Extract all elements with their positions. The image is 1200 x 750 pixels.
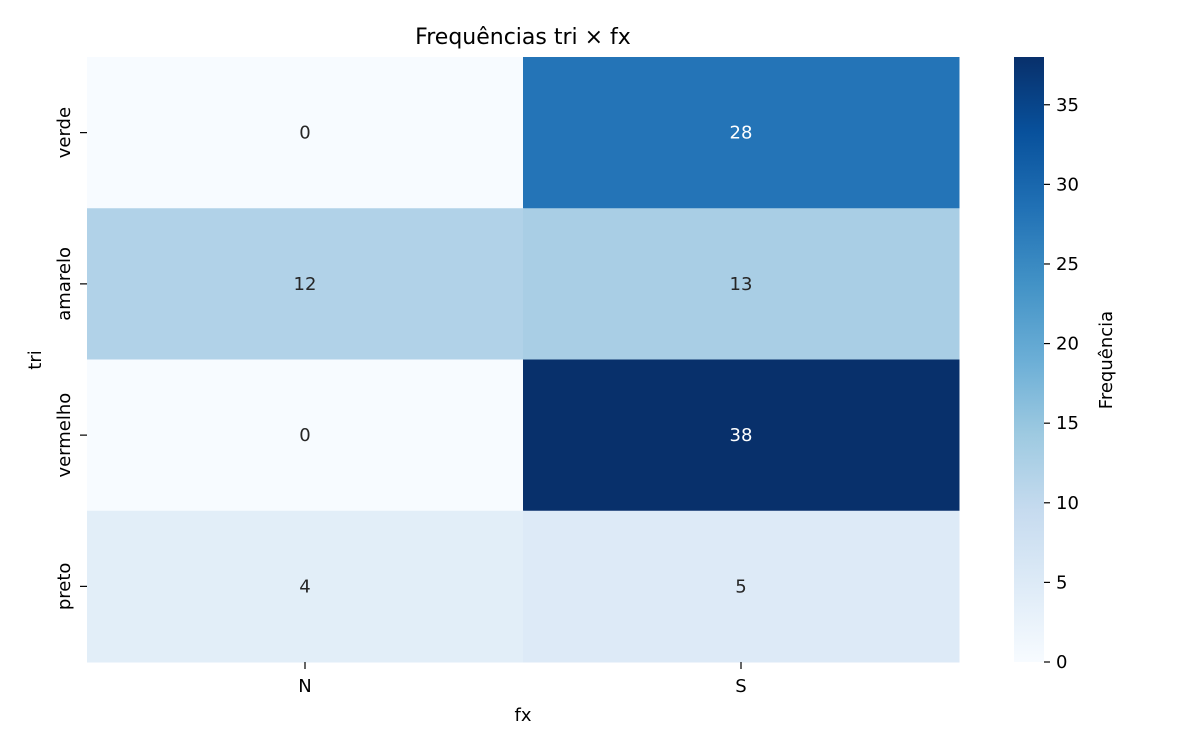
- colorbar-tick-label: 15: [1056, 413, 1079, 434]
- y-tick-label: amarelo: [54, 247, 75, 321]
- colorbar-tick-label: 10: [1056, 493, 1079, 514]
- colorbar-label: Frequência: [1096, 311, 1117, 409]
- cell-value-label: 38: [730, 425, 753, 446]
- y-tick-label: vermelho: [54, 393, 75, 478]
- cell-value-label: 13: [730, 274, 753, 295]
- cell-value-label: 5: [735, 576, 746, 597]
- cell-value-label: 0: [299, 425, 310, 446]
- x-tick-label: S: [735, 676, 746, 697]
- cell-value-label: 12: [294, 274, 317, 295]
- cell-value-label: 4: [299, 576, 310, 597]
- colorbar: 0 5 10 15 20 25 30 35: [1014, 57, 1079, 673]
- colorbar-tick-label: 30: [1056, 174, 1079, 195]
- y-axis-label: tri: [25, 350, 46, 369]
- colorbar-gradient: [1014, 57, 1044, 662]
- colorbar-tick-label: 5: [1056, 572, 1067, 593]
- y-axis: verde amarelo vermelho preto: [54, 107, 87, 610]
- colorbar-tick-label: 20: [1056, 334, 1079, 355]
- heatmap-cell: [87, 208, 524, 360]
- heatmap-cell: [87, 510, 524, 663]
- colorbar-tick-label: 0: [1056, 652, 1067, 673]
- heatmap-cell: [523, 359, 960, 512]
- heatmap-cell: [87, 57, 524, 209]
- cell-value-label: 0: [299, 123, 310, 144]
- cell-value-label: 28: [730, 123, 753, 144]
- colorbar-tick-label: 25: [1056, 254, 1079, 275]
- y-tick-label: preto: [54, 563, 75, 611]
- heatmap-cell: [87, 359, 524, 512]
- heatmap-cell: [523, 208, 960, 360]
- chart-title: Frequências tri × fx: [415, 25, 631, 50]
- x-tick-label: N: [298, 676, 311, 697]
- colorbar-tick-label: 35: [1056, 95, 1079, 116]
- heatmap-cell: [523, 57, 960, 209]
- heatmap-cell: [523, 510, 960, 663]
- heatmap-cells: 0 28 12 13 0 38 4 5: [87, 57, 960, 663]
- x-axis-label: fx: [515, 705, 532, 726]
- y-tick-label: verde: [54, 107, 75, 158]
